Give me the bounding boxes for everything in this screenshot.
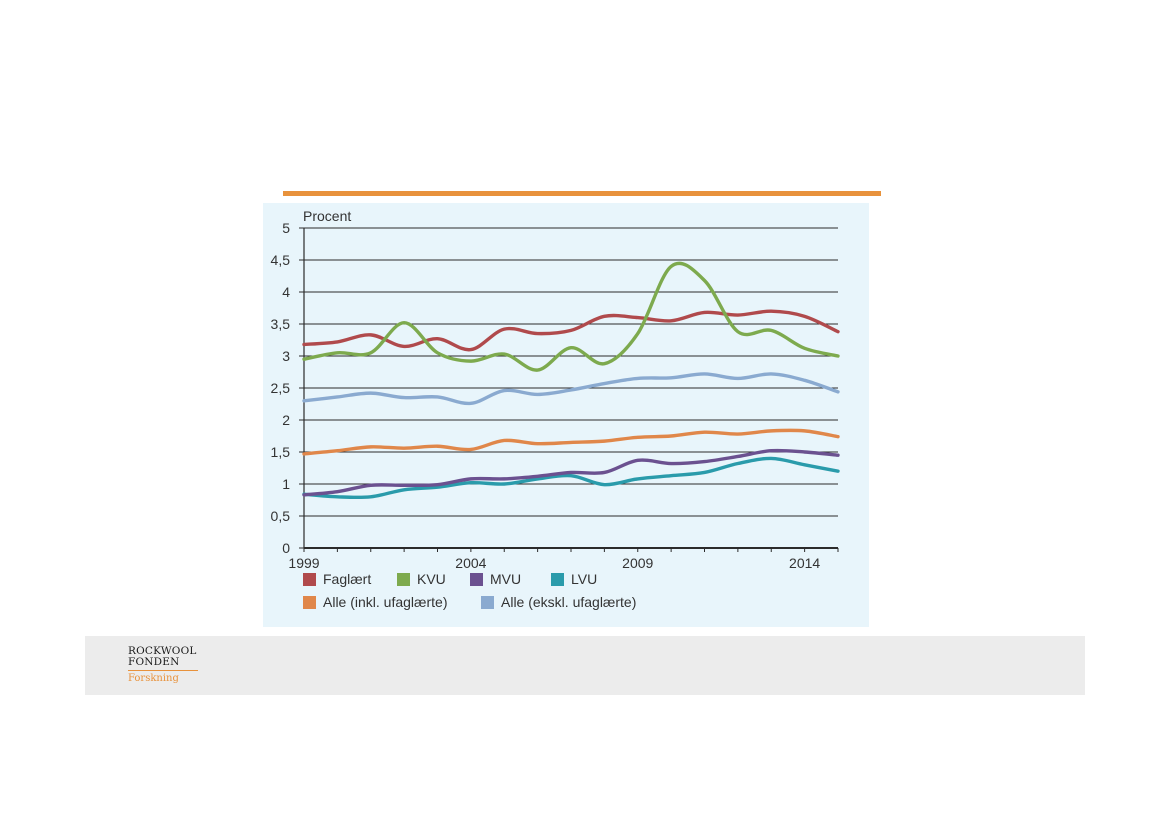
legend-label: MVU [490,571,521,587]
y-tick-label: 2,5 [271,380,291,396]
legend-label: Faglært [323,571,371,587]
y-tick-label: 1 [282,476,290,492]
logo-line-1: ROCKWOOL [128,645,197,657]
series-line [302,372,840,406]
series-line [302,456,840,500]
header-accent-rule [283,191,881,196]
legend: Faglært KVU MVU LVU Alle (inkl. ufaglærte) Al… [303,571,636,610]
legend-swatch [551,573,564,586]
legend-swatch [470,573,483,586]
series-line [302,309,840,352]
y-tick-label: 2 [282,412,290,428]
legend-swatch [303,573,316,586]
legend-label: LVU [571,571,597,587]
y-tick-labels: 0 0,5 1 1,5 2 2,5 3 3,5 4 4,5 5 [271,220,291,556]
series-line [302,261,840,372]
x-tick-labels: 1999 2004 2009 2014 [288,555,820,571]
series-lines [302,261,840,500]
legend-label: Alle (ekskl. ufaglærte) [501,594,636,610]
logo-divider [128,670,198,671]
x-tick-label: 2009 [622,555,653,571]
series-line [302,448,840,497]
line-chart: 0 0,5 1 1,5 2 2,5 3 3,5 4 4,5 5 Procent 1999 2004 20… [271,208,840,610]
legend-label: Alle (inkl. ufaglærte) [323,594,448,610]
series-line [302,428,840,456]
y-tick-label: 5 [282,220,290,236]
legend-swatch [303,596,316,609]
legend-label: KVU [417,571,446,587]
chart-panel: 0 0,5 1 1,5 2 2,5 3 3,5 4 4,5 5 Procent 1999 2004 20… [263,203,869,627]
legend-swatch [481,596,494,609]
y-tick-label: 3 [282,348,290,364]
footer-band [85,636,1085,695]
legend-swatch [397,573,410,586]
rockwool-fonden-logo: ROCKWOOL FONDEN Forskning [128,646,200,684]
y-tick-label: 0,5 [271,508,291,524]
x-tick-label: 2004 [455,555,486,571]
y-tick-label: 4,5 [271,252,291,268]
logo-subtitle: Forskning [128,673,179,684]
y-tick-label: 3,5 [271,316,291,332]
y-tick-label: 0 [282,540,290,556]
x-tick-label: 1999 [288,555,319,571]
logo-line-2: FONDEN [128,656,180,668]
y-tick-label: 4 [282,284,290,300]
y-tick-label: 1,5 [271,444,291,460]
y-axis-label: Procent [303,208,351,224]
x-tick-label: 2014 [789,555,820,571]
